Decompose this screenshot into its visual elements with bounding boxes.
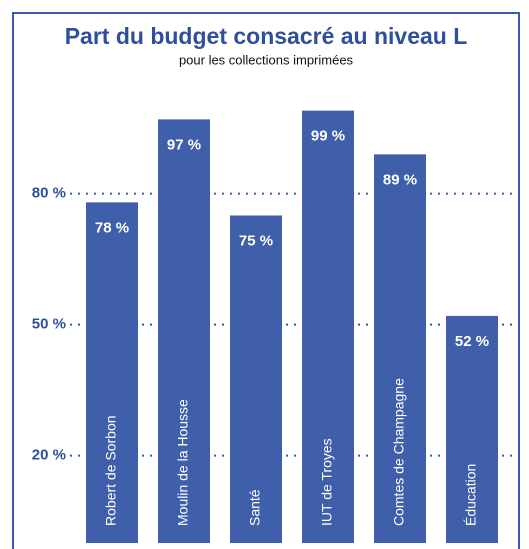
category-label: Comtes de Champagne xyxy=(391,378,407,526)
bar xyxy=(374,154,426,543)
category-label: Robert de Sorbon xyxy=(103,415,119,526)
category-label: Moulin de la Housse xyxy=(175,399,191,526)
category-label: IUT de Troyes xyxy=(319,438,335,526)
bar xyxy=(302,110,354,544)
category-label: Éducation xyxy=(463,464,479,526)
y-tick-label: 50 % xyxy=(32,316,66,333)
y-tick-label: 80 % xyxy=(32,185,66,202)
bar xyxy=(230,215,282,543)
y-tick-label: 20 % xyxy=(32,447,66,464)
bar xyxy=(86,202,138,543)
frame xyxy=(12,12,520,549)
category-label: Santé xyxy=(247,489,263,526)
value-label: 99 % xyxy=(311,128,345,145)
value-label: 97 % xyxy=(167,136,201,153)
value-label: 52 % xyxy=(455,333,489,350)
bar xyxy=(446,315,498,543)
chart-title: Part du budget consacré au niveau L xyxy=(65,23,468,49)
value-label: 78 % xyxy=(95,219,129,236)
chart-subtitle: pour les collections imprimées xyxy=(179,52,354,67)
bar xyxy=(158,119,210,543)
value-label: 89 % xyxy=(383,171,417,188)
value-label: 75 % xyxy=(239,232,273,249)
